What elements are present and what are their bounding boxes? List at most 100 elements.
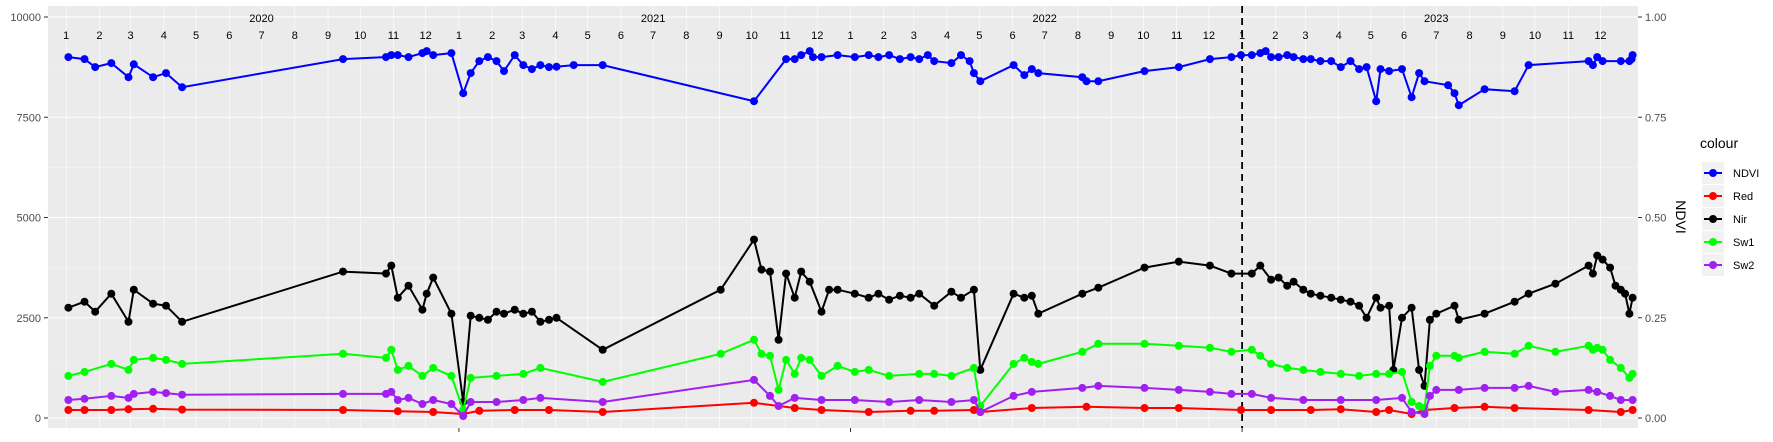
legend-item-nir: Nir <box>1702 208 1747 230</box>
data-point <box>766 267 774 276</box>
data-point <box>1420 77 1429 86</box>
y2-tick-label: 0.00 <box>1645 413 1666 425</box>
y2-tick-label: 0.75 <box>1645 112 1666 124</box>
data-point <box>1598 255 1607 264</box>
data-point <box>1078 383 1087 392</box>
data-point <box>459 412 468 420</box>
data-point <box>969 396 978 404</box>
data-point <box>1524 289 1533 298</box>
series-nir <box>64 235 1637 406</box>
data-point <box>387 51 396 60</box>
data-point <box>1606 263 1615 272</box>
data-point <box>1362 63 1371 72</box>
data-point <box>466 311 475 320</box>
data-point <box>1299 365 1308 374</box>
month-label: 6 <box>1401 30 1407 42</box>
data-point <box>1140 67 1149 76</box>
data-point <box>1454 385 1463 394</box>
data-point <box>1274 53 1283 62</box>
legend-item-ndvi: NDVI <box>1702 162 1759 184</box>
data-point <box>91 63 100 72</box>
data-point <box>1306 55 1315 64</box>
y2-tick-label: 0.25 <box>1645 313 1666 325</box>
month-label: 9 <box>1108 30 1114 42</box>
data-point <box>466 373 475 382</box>
data-point <box>1327 57 1336 66</box>
data-point <box>1261 47 1270 56</box>
data-point <box>80 367 89 376</box>
data-point <box>817 396 826 404</box>
data-point <box>1588 269 1597 278</box>
data-point <box>162 301 170 310</box>
data-point <box>1009 289 1018 298</box>
data-point <box>536 61 545 70</box>
data-point <box>1376 303 1385 312</box>
data-point <box>1299 55 1308 64</box>
data-point <box>1267 359 1276 368</box>
month-label: 7 <box>1433 30 1439 42</box>
legend-item-red: Red <box>1702 185 1753 207</box>
data-point <box>797 267 806 276</box>
data-point <box>1510 349 1519 358</box>
month-label: 11 <box>1563 30 1574 42</box>
data-point <box>124 73 133 82</box>
data-point <box>64 371 73 380</box>
legend-key-point <box>1709 215 1717 223</box>
data-point <box>466 69 475 78</box>
data-point <box>1027 404 1036 412</box>
data-point <box>1432 385 1441 394</box>
data-point <box>1227 347 1236 356</box>
data-point <box>162 389 170 398</box>
data-point <box>1140 404 1149 412</box>
data-point <box>947 398 956 406</box>
month-label: 5 <box>976 30 982 42</box>
data-point <box>1094 77 1103 86</box>
data-point <box>817 307 826 316</box>
data-point <box>1346 57 1355 66</box>
month-label: 8 <box>683 30 689 42</box>
data-point <box>797 51 806 60</box>
data-point <box>774 385 783 394</box>
data-point <box>107 59 116 68</box>
data-point <box>782 269 791 278</box>
data-point <box>915 289 924 298</box>
data-point <box>757 265 766 274</box>
data-point <box>459 89 468 98</box>
data-point <box>1480 402 1489 411</box>
data-point <box>1237 406 1245 414</box>
month-label: 5 <box>1368 30 1374 42</box>
data-point <box>750 97 758 106</box>
data-point <box>774 402 783 410</box>
data-point <box>1628 51 1637 60</box>
data-point <box>129 60 138 69</box>
y-tick-label: 2500 <box>17 313 41 325</box>
data-point <box>947 59 956 68</box>
data-point <box>1027 357 1036 366</box>
data-point <box>1274 273 1283 282</box>
data-point <box>178 317 187 326</box>
month-label: 4 <box>944 30 950 42</box>
data-point <box>1480 309 1489 318</box>
data-point <box>1094 283 1103 292</box>
data-point <box>527 65 536 74</box>
data-point <box>1372 396 1381 404</box>
data-point <box>1628 406 1637 414</box>
data-point <box>1140 339 1149 348</box>
data-point <box>1598 57 1607 66</box>
data-point <box>1289 53 1298 62</box>
data-point <box>1267 406 1276 414</box>
month-label: 3 <box>128 30 134 42</box>
data-point <box>387 261 396 270</box>
data-point <box>850 53 859 62</box>
data-point <box>1524 381 1533 390</box>
data-point <box>1078 347 1087 356</box>
data-point <box>895 291 904 300</box>
data-point <box>1588 61 1597 70</box>
data-point <box>1140 263 1149 272</box>
data-point <box>149 299 158 308</box>
data-point <box>976 365 985 374</box>
data-point <box>1454 353 1463 362</box>
data-point <box>536 363 545 372</box>
data-point <box>864 365 873 374</box>
data-point <box>1432 309 1441 318</box>
